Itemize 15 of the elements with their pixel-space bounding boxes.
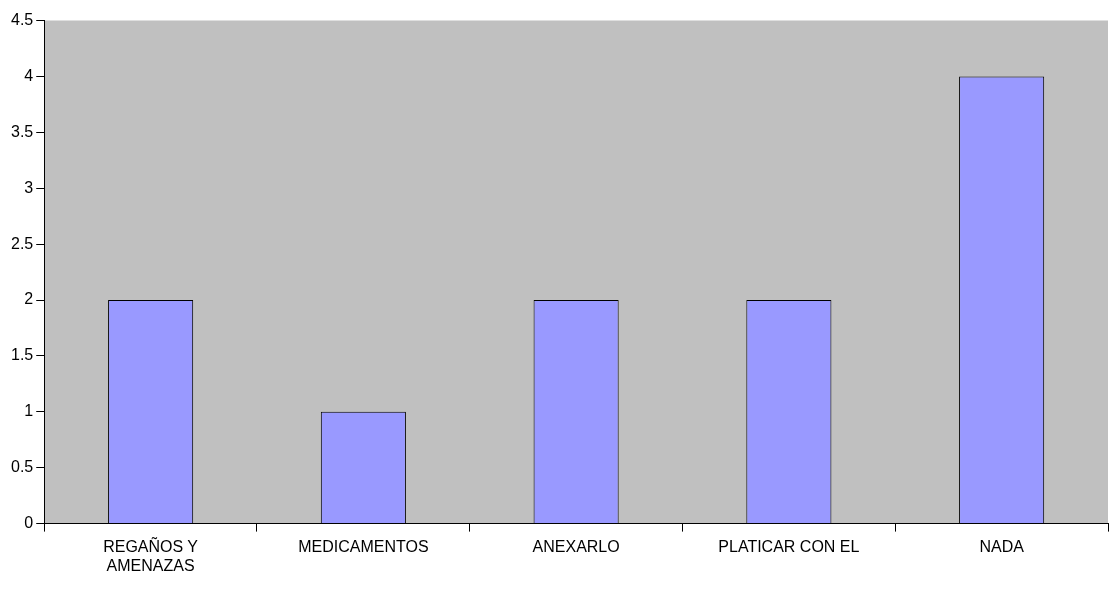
y-tick-label: 3.5 — [10, 122, 34, 140]
x-tick-label: PLATICAR CON EL — [718, 537, 860, 555]
x-tick-label: ANEXARLO — [532, 537, 620, 555]
y-tick-label: 1.5 — [10, 346, 34, 364]
y-tick-label: 1 — [24, 402, 34, 420]
y-tick-label: 0.5 — [10, 458, 34, 476]
y-tick-label: 4.5 — [10, 11, 34, 29]
x-tick-label: MEDICAMENTOS — [298, 537, 429, 555]
y-tick-label: 2 — [24, 290, 34, 308]
y-tick-label: 0 — [24, 514, 34, 532]
x-tick-label: REGAÑOS Y AMENAZAS — [103, 535, 199, 574]
y-tick-label: 2.5 — [10, 234, 34, 252]
x-tick-label: NADA — [979, 537, 1025, 555]
y-tick-label: 3 — [24, 178, 34, 196]
y-tick-label: 4 — [24, 66, 34, 84]
